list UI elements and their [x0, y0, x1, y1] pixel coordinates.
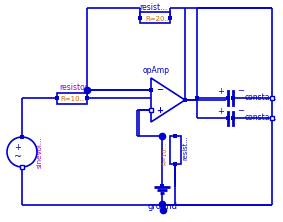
Bar [149, 108, 153, 112]
Bar [170, 136, 181, 164]
Bar [160, 184, 164, 188]
Bar [168, 16, 172, 20]
Text: +: + [156, 105, 163, 115]
Text: R=10...: R=10... [60, 96, 86, 102]
Bar [231, 96, 235, 100]
Bar [226, 96, 230, 100]
Bar [270, 116, 274, 120]
Text: +: + [218, 107, 224, 115]
Bar [183, 98, 187, 102]
Text: R=20...: R=20... [145, 16, 171, 22]
Bar [270, 116, 274, 120]
Text: ~: ~ [14, 152, 22, 162]
Text: R=10...: R=10... [162, 141, 168, 165]
Bar [173, 162, 177, 166]
Bar [20, 165, 24, 169]
Bar [270, 96, 274, 100]
Text: +: + [14, 143, 22, 151]
Text: −: − [156, 85, 163, 95]
Bar [149, 88, 153, 92]
Text: opAmp: opAmp [143, 66, 170, 75]
Text: consta...: consta... [245, 93, 278, 101]
Text: sineVol...: sineVol... [37, 136, 43, 168]
Bar [85, 96, 89, 100]
Bar [20, 165, 24, 169]
Bar [55, 96, 59, 100]
Bar [173, 134, 177, 138]
Text: resist...: resist... [139, 2, 167, 12]
Text: −: − [237, 87, 245, 95]
Bar [270, 96, 274, 100]
Text: ground: ground [147, 202, 177, 211]
Text: resist...: resist... [183, 136, 188, 160]
Bar [138, 16, 142, 20]
Bar [149, 108, 153, 112]
Text: resistor: resistor [59, 83, 89, 91]
Text: −: − [237, 107, 245, 115]
Bar [140, 12, 170, 24]
Bar [57, 93, 87, 103]
Bar [231, 116, 235, 120]
Bar [20, 135, 24, 139]
Text: consta...: consta... [245, 113, 278, 121]
Bar [226, 116, 230, 120]
Text: +: + [218, 87, 224, 95]
Bar [195, 96, 199, 100]
